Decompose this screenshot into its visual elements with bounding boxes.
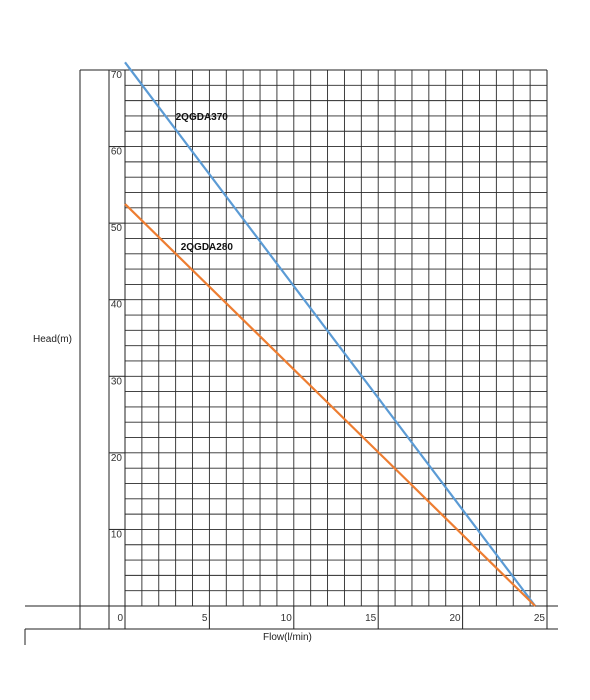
- x-tick-label: 25: [534, 613, 546, 624]
- y-tick-label: 50: [111, 223, 123, 234]
- series-line-2qgda280: [124, 203, 536, 607]
- x-tick-label: 5: [202, 613, 208, 624]
- x-tick-label: 20: [449, 613, 461, 624]
- x-tick-labels: 0 5 10 15 20 25: [117, 613, 545, 624]
- series-lines: [124, 61, 537, 607]
- series-line-2qgda370: [124, 61, 537, 607]
- x-tick-label: 10: [281, 613, 293, 624]
- y-tick-label: 40: [111, 300, 123, 311]
- chart-frame: [24, 69, 558, 645]
- x-tick-label: 15: [365, 613, 377, 624]
- y-tick-label: 30: [111, 376, 123, 387]
- y-tick-labels: 10 20 30 40 50 60 70: [111, 70, 123, 540]
- y-axis-label: Head(m): [33, 334, 72, 345]
- y-tick-label: 10: [111, 529, 123, 540]
- y-tick-label: 20: [111, 453, 123, 464]
- series-label-2qgda280: 2QGDA280: [181, 242, 234, 253]
- series-label-2qgda370: 2QGDA370: [176, 112, 229, 123]
- y-tick-label: 70: [111, 70, 123, 81]
- series-labels: 2QGDA370 2QGDA280: [176, 112, 234, 253]
- x-axis-label: Flow(l/min): [263, 632, 312, 643]
- y-tick-label: 60: [111, 147, 123, 158]
- x-tick-label: 0: [117, 613, 123, 624]
- grid: [125, 70, 547, 606]
